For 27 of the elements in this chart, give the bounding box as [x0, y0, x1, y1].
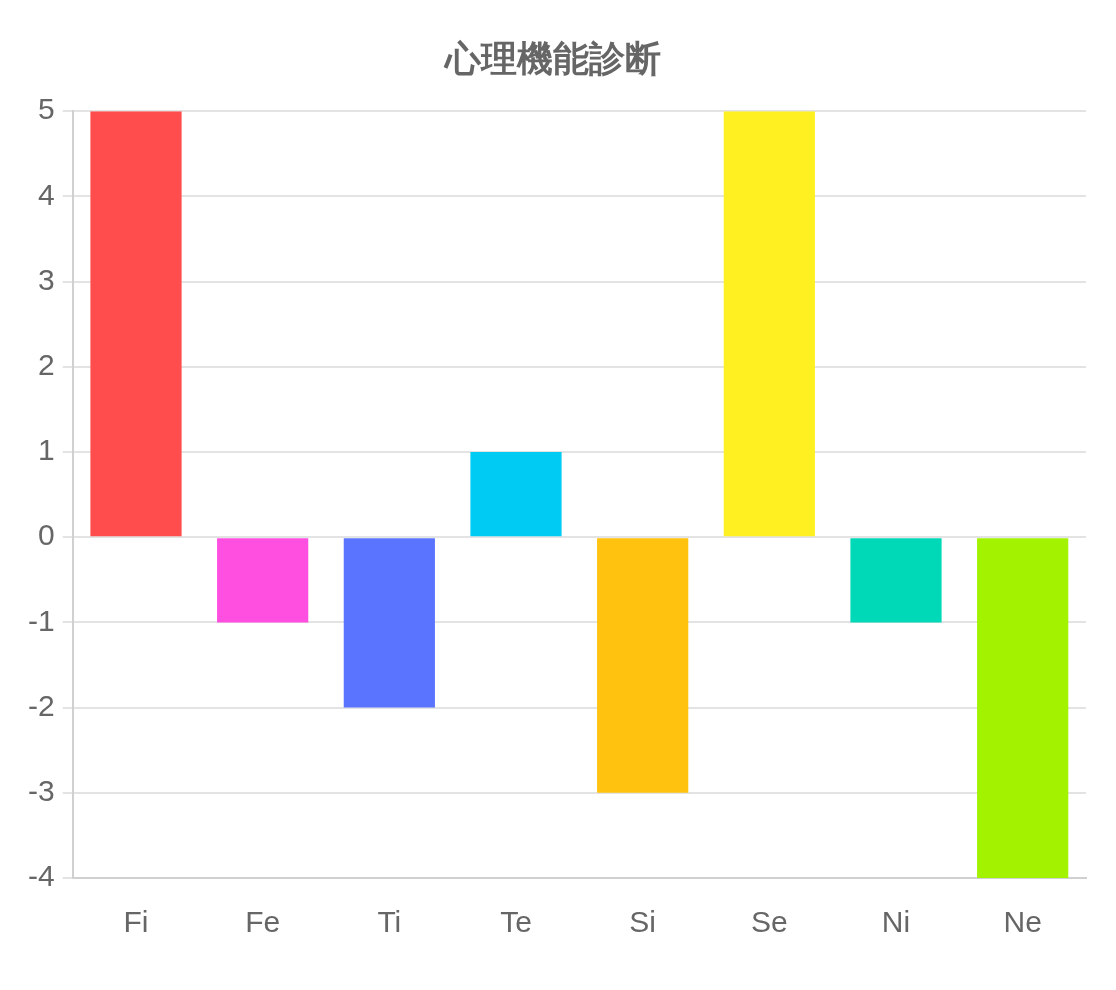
- x-tick-label: Ne: [1003, 905, 1042, 939]
- y-tick-label: 3: [37, 262, 55, 296]
- x-tick-label: Se: [750, 905, 788, 939]
- x-tick-label: Fe: [245, 905, 281, 939]
- y-tick-label: 1: [37, 433, 55, 467]
- y-tick-label: -4: [27, 859, 55, 893]
- y-tick-label: 0: [37, 518, 55, 552]
- bar: [850, 538, 942, 623]
- bar: [977, 538, 1069, 878]
- bar: [597, 538, 689, 793]
- x-tick-label: Fi: [123, 905, 149, 939]
- y-tick-label: -2: [27, 688, 55, 722]
- bar: [470, 452, 562, 537]
- x-tick-label: Ni: [881, 905, 911, 939]
- y-tick-label: 2: [37, 348, 55, 382]
- bar: [217, 538, 309, 623]
- y-tick-label: -1: [27, 603, 55, 637]
- x-tick-label: Si: [629, 905, 657, 939]
- y-tick-label: -3: [27, 774, 55, 808]
- chart-title: 心理機能診断: [443, 37, 661, 79]
- y-tick-label: 4: [37, 177, 55, 211]
- x-tick-label: Te: [500, 905, 532, 939]
- bar: [90, 111, 182, 537]
- x-tick-label: Ti: [377, 905, 402, 939]
- bar: [723, 111, 815, 537]
- y-tick-label: 5: [37, 92, 55, 126]
- bar: [343, 538, 435, 708]
